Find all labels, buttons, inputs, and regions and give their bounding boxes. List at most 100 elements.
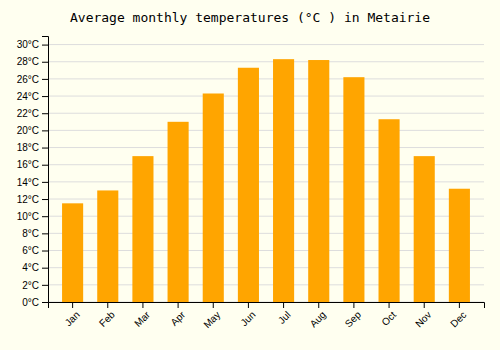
x-tick-label: Apr — [169, 309, 188, 328]
y-axis: 0°C 2°C 4°C 6°C 8°C 10°C 12°C 14°C 16°C 18°C 20°C 2… — [17, 37, 49, 308]
y-tick-label: 20°C — [17, 125, 39, 136]
x-tick: Mar — [132, 302, 152, 329]
grid-line — [48, 96, 484, 97]
y-tick-label: 8°C — [22, 228, 39, 239]
y-tick: 24°C — [17, 91, 48, 102]
y-tick-mark — [42, 216, 48, 217]
y-tick: 26°C — [17, 74, 48, 85]
y-tick: 8°C — [22, 228, 48, 239]
y-tick-mark — [42, 268, 48, 269]
y-tick: 22°C — [17, 108, 48, 119]
x-tick-mark — [389, 302, 390, 308]
x-tick: Feb — [97, 302, 117, 329]
x-tick-mark — [213, 302, 214, 308]
x-tick-label: Nov — [413, 309, 433, 329]
x-axis: Jan Feb Mar Apr May Jun Jul Aug Sep Oct Nov Dec — [49, 302, 485, 330]
x-tick-label: Sep — [343, 309, 364, 330]
x-tick: Oct — [379, 302, 398, 328]
x-tick-mark — [107, 302, 108, 308]
x-tick-mark — [248, 302, 249, 308]
y-tick: 20°C — [17, 125, 48, 136]
y-axis-line — [42, 37, 49, 303]
y-tick-mark — [42, 182, 48, 183]
x-axis-line — [49, 303, 485, 309]
y-tick: 14°C — [17, 177, 48, 188]
x-tick-label: Mar — [132, 309, 152, 329]
y-tick-label: 28°C — [17, 56, 39, 67]
x-tick-mark — [72, 302, 73, 308]
x-tick-mark — [353, 302, 354, 308]
y-tick: 12°C — [17, 194, 48, 205]
y-tick-label: 12°C — [17, 194, 39, 205]
x-tick-mark — [459, 302, 460, 308]
x-tick-label: Jul — [276, 309, 293, 326]
y-tick-mark — [42, 113, 48, 114]
grid-line — [48, 147, 484, 148]
y-tick-label: 4°C — [22, 262, 39, 273]
bar — [97, 190, 118, 302]
y-tick-label: 14°C — [17, 177, 39, 188]
x-tick-label: Dec — [448, 309, 468, 329]
x-tick-mark — [178, 302, 179, 308]
y-tick-label: 18°C — [17, 142, 39, 153]
y-tick-mark — [42, 96, 48, 97]
x-tick: Jun — [238, 302, 257, 328]
y-tick-label: 2°C — [22, 280, 39, 291]
bar — [203, 93, 224, 302]
x-tick-label: Jan — [63, 309, 82, 328]
y-tick-label: 30°C — [17, 39, 39, 50]
title: Average monthly temperatures (°C ) in Me… — [70, 10, 430, 25]
x-tick: Jan — [63, 302, 82, 328]
grid — [48, 45, 484, 302]
y-tick: 2°C — [22, 280, 48, 291]
y-tick: 4°C — [22, 262, 48, 273]
x-tick-mark — [424, 302, 425, 308]
bar — [308, 60, 329, 302]
x-tick: Apr — [169, 302, 188, 328]
y-tick-mark — [42, 285, 48, 286]
x-tick-label: Aug — [308, 309, 328, 329]
x-tick-mark — [318, 302, 319, 308]
y-tick-mark — [42, 148, 48, 149]
y-tick-mark — [42, 165, 48, 166]
y-tick: 0°C — [22, 297, 48, 308]
y-tick-label: 16°C — [17, 159, 39, 170]
y-tick-label: 10°C — [17, 211, 39, 222]
y-tick-mark — [42, 302, 48, 303]
y-tick-mark — [42, 251, 48, 252]
x-tick: Sep — [343, 302, 364, 329]
x-tick-label: May — [201, 309, 222, 330]
x-tick-mark — [142, 302, 143, 308]
grid-line — [48, 61, 484, 62]
x-tick: Aug — [308, 302, 328, 329]
x-tick-label: Oct — [379, 309, 398, 328]
y-tick: 18°C — [17, 142, 48, 153]
bar — [414, 156, 435, 302]
y-tick-mark — [42, 79, 48, 80]
x-tick: Jul — [276, 302, 293, 326]
grid-line — [48, 78, 484, 79]
bar — [132, 156, 153, 302]
y-tick: 30°C — [17, 39, 48, 50]
y-tick-mark — [42, 62, 48, 63]
bars — [62, 59, 470, 302]
y-tick-mark — [42, 199, 48, 200]
y-tick-mark — [42, 233, 48, 234]
bar — [343, 77, 364, 302]
bar — [238, 68, 259, 302]
grid-line — [48, 130, 484, 131]
x-tick: May — [201, 302, 222, 330]
x-tick-mark — [283, 302, 284, 308]
y-tick-label: 26°C — [17, 74, 39, 85]
y-tick-mark — [42, 130, 48, 131]
grid-line — [48, 113, 484, 114]
y-tick: 28°C — [17, 56, 48, 67]
bar — [62, 203, 83, 302]
grid-line — [48, 44, 484, 45]
y-tick: 10°C — [17, 211, 48, 222]
x-tick: Dec — [448, 302, 468, 329]
y-tick-label: 24°C — [17, 91, 39, 102]
bar — [273, 59, 294, 302]
y-tick: 6°C — [22, 245, 48, 256]
bar — [379, 119, 400, 302]
